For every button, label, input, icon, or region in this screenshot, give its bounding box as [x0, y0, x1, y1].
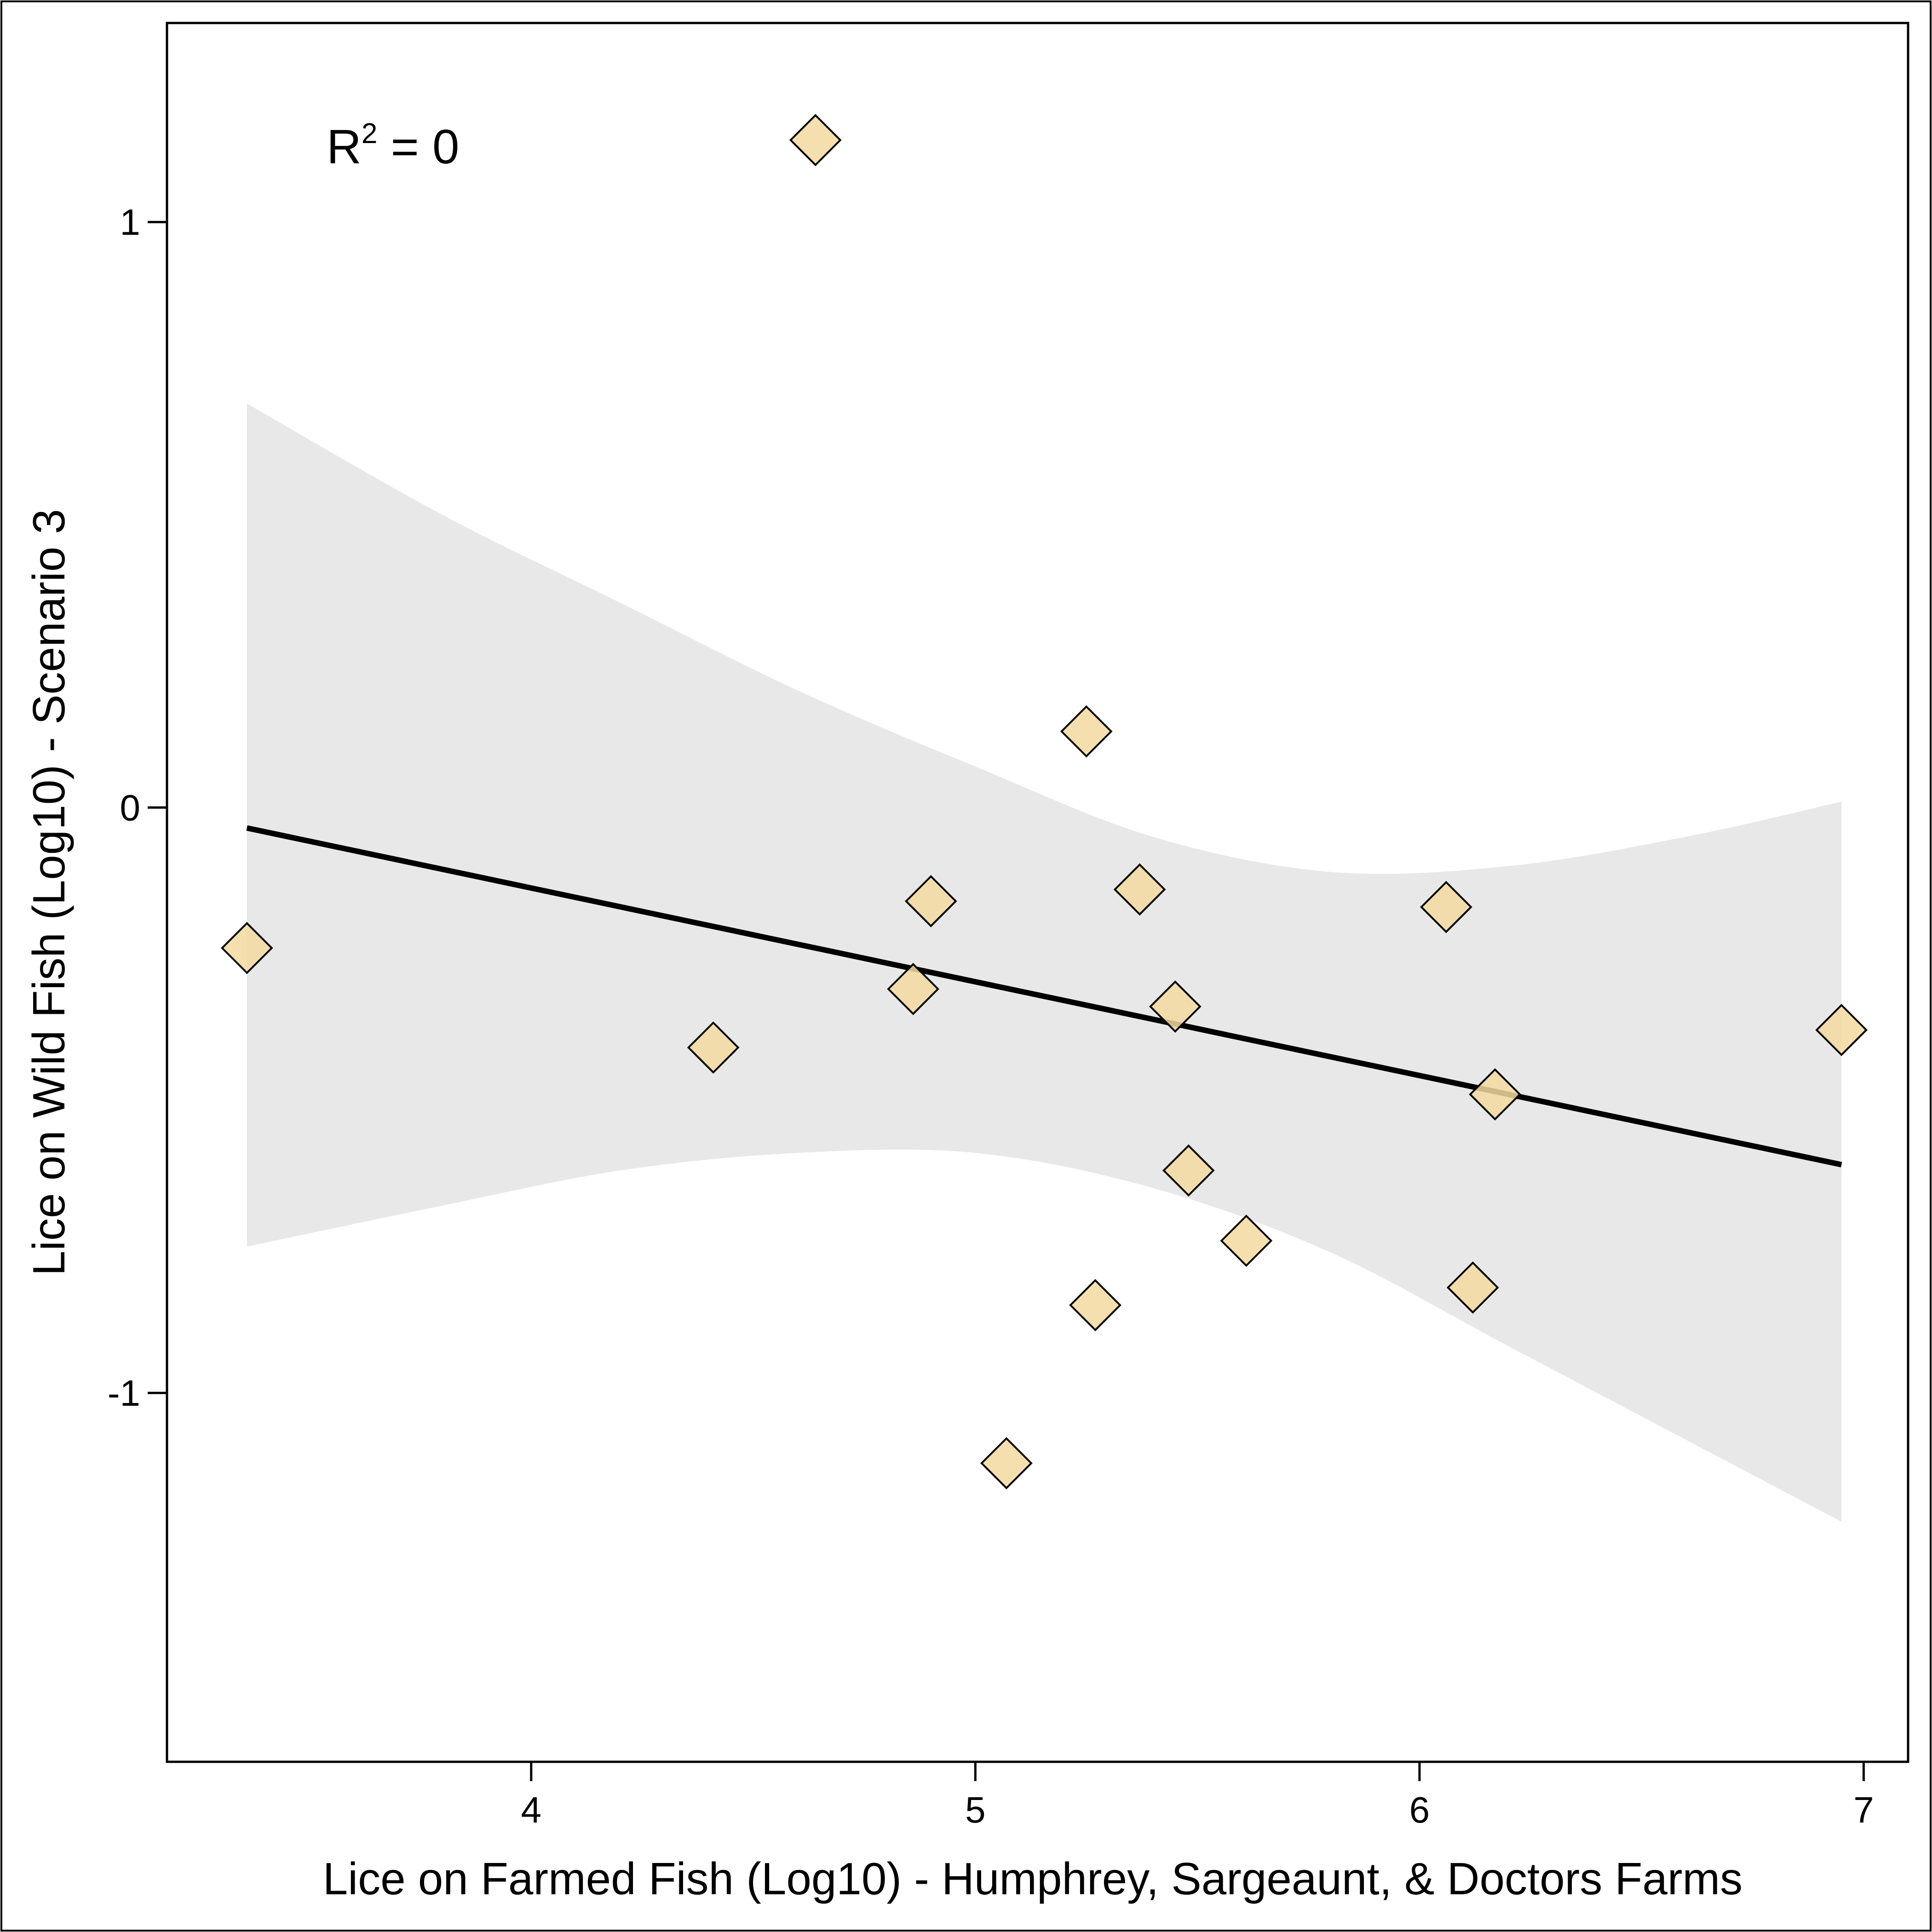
y-tick-label: 0 — [120, 787, 141, 828]
fit-line-layer — [246, 825, 1842, 1167]
regression-line — [246, 825, 1842, 1167]
r-squared-superscript: 2 — [362, 118, 377, 150]
data-point — [789, 114, 842, 167]
y-tick-label: -1 — [108, 1373, 140, 1414]
points-layer — [220, 114, 1868, 1489]
data-point — [980, 1437, 1033, 1489]
data-point — [220, 922, 273, 974]
y-axis-title: Lice on Wild Fish (Log10) - Scenario 3 — [23, 509, 74, 1276]
data-point — [1220, 1214, 1273, 1267]
x-tick-label: 7 — [1853, 1789, 1874, 1830]
plot-area-frame — [166, 22, 1909, 1763]
r-squared-value: = 0 — [377, 120, 459, 174]
x-tick-label: 4 — [521, 1789, 542, 1830]
data-point — [904, 875, 957, 927]
data-point — [687, 1021, 740, 1074]
r-squared-annotation: R2 = 0 — [327, 118, 459, 174]
data-point — [1060, 705, 1113, 758]
confidence-band-layer — [247, 403, 1842, 1522]
y-axis: 1 0 -1 — [108, 202, 167, 1414]
data-point — [1469, 1068, 1521, 1121]
data-point — [1446, 1261, 1499, 1314]
data-point — [1149, 980, 1202, 1033]
x-tick-label: 5 — [965, 1789, 986, 1830]
data-point — [1815, 1004, 1868, 1056]
x-tick-label: 6 — [1409, 1789, 1430, 1830]
y-tick-label: 1 — [120, 202, 141, 243]
x-axis-title: Lice on Farmed Fish (Log10) - Humphrey, … — [323, 1853, 1742, 1904]
data-point — [1420, 880, 1472, 933]
r-squared-base: R — [327, 120, 362, 174]
data-point — [887, 963, 939, 1015]
confidence-band — [247, 403, 1842, 1522]
data-point — [1069, 1279, 1121, 1332]
x-axis: 4 5 6 7 — [521, 1762, 1874, 1830]
data-point — [1162, 1144, 1215, 1197]
data-point — [1113, 863, 1166, 916]
